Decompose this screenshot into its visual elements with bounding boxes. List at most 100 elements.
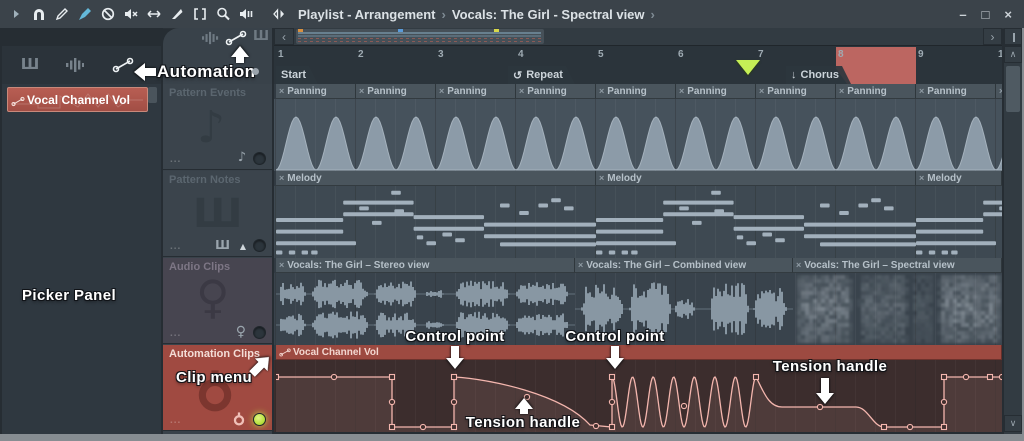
clip-vocals[interactable]: × Vocals: The Girl – Combined view: [575, 258, 793, 273]
slip-stretch-icon[interactable]: [144, 5, 163, 24]
close-button[interactable]: ×: [1004, 6, 1012, 22]
automation-icon[interactable]: [279, 348, 291, 357]
marker-chorus[interactable]: ↓ Chorus: [786, 66, 851, 84]
titlebar[interactable]: Playlist - Arrangement › Vocals: The Gir…: [0, 0, 1024, 29]
scroll-left-button[interactable]: ‹: [274, 28, 294, 45]
track-mute-led[interactable]: [253, 413, 266, 426]
tension-handle[interactable]: [450, 398, 458, 406]
clip-panning[interactable]: ×Panning: [916, 84, 996, 99]
tension-handle[interactable]: [523, 393, 531, 401]
clip-mute-icon[interactable]: ×: [796, 260, 802, 270]
clip-mute-icon[interactable]: ×: [679, 86, 685, 96]
clip-panning[interactable]: ×Panning: [676, 84, 756, 99]
panel-options-dot[interactable]: [252, 68, 259, 75]
track-options-dots[interactable]: ...: [170, 154, 182, 165]
clip-mute-icon[interactable]: ×: [599, 86, 605, 96]
zoom-magnifier-icon[interactable]: [213, 5, 232, 24]
track-header-audio-clips[interactable]: Audio Clips ♀... ♀: [163, 258, 272, 344]
track-mute-led[interactable]: [253, 326, 266, 339]
clip-mute-icon[interactable]: ×: [839, 86, 845, 96]
marker-repeat[interactable]: ↺ Repeat: [508, 66, 575, 84]
tension-handle[interactable]: [680, 402, 688, 410]
scroll-right-button[interactable]: ›: [983, 28, 1002, 45]
control-point[interactable]: [752, 373, 760, 381]
clip-panning[interactable]: ×Panning: [596, 84, 676, 99]
vertical-scrollbar-thumb[interactable]: [1006, 66, 1020, 112]
clip-melody[interactable]: × Melody: [916, 171, 1002, 186]
clip-mute-icon[interactable]: ×: [279, 173, 285, 183]
tension-handle[interactable]: [330, 373, 338, 381]
clip-vocals[interactable]: × Vocals: The Girl – Spectral view: [793, 258, 1002, 273]
picker-scrollbar-thumb[interactable]: [148, 87, 157, 103]
playhead-marker[interactable]: [736, 60, 760, 75]
clip-mute-icon[interactable]: ×: [279, 86, 285, 96]
clip-panning[interactable]: ×Panning: [836, 84, 916, 99]
control-point[interactable]: [940, 423, 948, 431]
draw-pencil-icon[interactable]: [52, 5, 71, 24]
audio-wave-icon[interactable]: [199, 31, 219, 45]
tension-handle[interactable]: [419, 423, 427, 431]
clip-panning[interactable]: ×Panning: [756, 84, 836, 99]
marker-start[interactable]: Start: [276, 66, 318, 84]
tension-handle[interactable]: [608, 398, 616, 406]
clip-mute-icon[interactable]: ×: [599, 173, 605, 183]
clip-vocals[interactable]: × Vocals: The Girl – Stereo view: [276, 258, 575, 273]
control-point[interactable]: [388, 373, 396, 381]
timeline-selection[interactable]: [836, 47, 916, 84]
tension-handle[interactable]: [940, 398, 948, 406]
track-mute-led[interactable]: [253, 152, 266, 165]
clip-mute-icon[interactable]: ×: [919, 173, 925, 183]
tension-handle[interactable]: [962, 373, 970, 381]
clip-mute-icon[interactable]: ×: [439, 86, 445, 96]
clip-mute-icon[interactable]: ×: [359, 86, 365, 96]
snap-magnet-icon[interactable]: [29, 5, 48, 24]
automation-icon[interactable]: [225, 30, 247, 46]
clip-melody[interactable]: × Melody: [596, 171, 916, 186]
select-box-icon[interactable]: [190, 5, 209, 24]
control-point[interactable]: [880, 423, 888, 431]
timeline-ruler[interactable]: 1 2 3 4 5 6 7 8 9 1 Start ↺ Repeat ↓ Chorus: [274, 46, 1002, 84]
maximize-button[interactable]: □: [981, 6, 990, 22]
automation-icon[interactable]: [112, 57, 134, 73]
track-options-dots[interactable]: ...: [170, 415, 182, 426]
track-options-dots[interactable]: ...: [170, 328, 182, 339]
breadcrumb-view[interactable]: Vocals: The Girl - Spectral view: [451, 6, 645, 22]
clip-mute-icon[interactable]: ×: [519, 86, 525, 96]
playback-preview-icon[interactable]: [236, 5, 255, 24]
control-point[interactable]: [450, 373, 458, 381]
clip-mute-icon[interactable]: ×: [759, 86, 765, 96]
clip-panning[interactable]: ×Panning: [276, 84, 356, 99]
control-point[interactable]: [940, 373, 948, 381]
collapse-arrow-icon[interactable]: ▲: [239, 242, 246, 251]
clip-mute-icon[interactable]: ×: [279, 260, 285, 270]
scrollbar-thumb-minimap[interactable]: [296, 29, 544, 44]
breadcrumb-playlist[interactable]: Playlist - Arrangement: [298, 6, 436, 22]
clip-panning[interactable]: ×Panning: [996, 84, 1002, 99]
clip-mute-icon[interactable]: ×: [999, 86, 1002, 96]
menu-arrow-icon[interactable]: [6, 5, 25, 24]
clip-panning[interactable]: ×Panning: [516, 84, 596, 99]
clip-panning[interactable]: ×Panning: [356, 84, 436, 99]
clip-panning[interactable]: ×Panning: [436, 84, 516, 99]
clip-mute-icon[interactable]: ×: [578, 260, 584, 270]
track-header-pattern-notes[interactable]: Pattern Notes Ш... Ш ▲: [163, 171, 272, 257]
pattern-notes-icon[interactable]: Ш: [253, 29, 270, 44]
tension-handle[interactable]: [388, 398, 396, 406]
control-point[interactable]: [608, 373, 616, 381]
control-point[interactable]: [608, 423, 616, 431]
panel-corner-button[interactable]: [1004, 28, 1022, 45]
control-point[interactable]: [276, 373, 280, 381]
clip-mute-icon[interactable]: ×: [919, 86, 925, 96]
slice-knife-icon[interactable]: [167, 5, 186, 24]
tension-handle[interactable]: [816, 403, 824, 411]
track-header-pattern-events[interactable]: Pattern Events ♪... ♪: [163, 84, 272, 170]
sound-switch-icon[interactable]: [269, 5, 288, 24]
control-point[interactable]: [450, 423, 458, 431]
control-point[interactable]: [986, 373, 994, 381]
track-header-automation-clips[interactable]: Automation Clips...: [163, 345, 272, 431]
tension-handle[interactable]: [906, 423, 914, 431]
tension-handle[interactable]: [592, 422, 600, 430]
picker-item-vocal-channel-vol[interactable]: Vocal Channel Vol: [7, 87, 148, 112]
tension-handle[interactable]: [998, 373, 1002, 381]
pattern-notes-icon[interactable]: Ш: [20, 55, 40, 73]
